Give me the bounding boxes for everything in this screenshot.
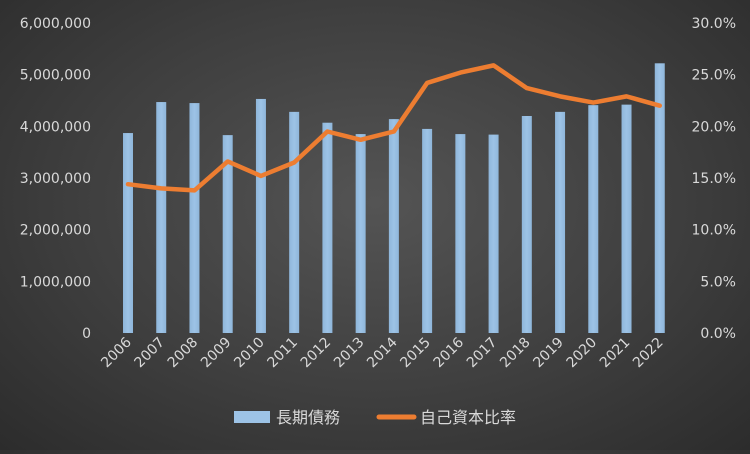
legend-label-bar: 長期債務 bbox=[276, 408, 340, 427]
x-tick-label: 2008 bbox=[165, 335, 202, 372]
bar-2020 bbox=[588, 105, 598, 333]
x-tick-label: 2009 bbox=[198, 335, 235, 372]
left-tick-label: 3,000,000 bbox=[20, 171, 91, 187]
bar-2014 bbox=[389, 119, 399, 333]
right-tick-label: 0.0% bbox=[700, 326, 736, 342]
x-tick-label: 2013 bbox=[331, 335, 368, 372]
right-tick-label: 15.0% bbox=[692, 171, 736, 187]
legend: 長期債務 自己資本比率 bbox=[234, 408, 516, 427]
x-tick-label: 2016 bbox=[431, 334, 468, 371]
bar-2010 bbox=[256, 99, 266, 333]
left-tick-label: 0 bbox=[82, 326, 91, 342]
x-tick-label: 2017 bbox=[464, 335, 501, 372]
left-tick-label: 4,000,000 bbox=[20, 119, 91, 135]
left-axis-labels: 0 1,000,000 2,000,000 3,000,000 4,000,000 5,0… bbox=[20, 16, 91, 342]
right-tick-label: 20.0% bbox=[692, 119, 736, 135]
bar-2016 bbox=[455, 134, 465, 333]
legend-label-line: 自己資本比率 bbox=[420, 408, 516, 427]
x-tick-label: 2011 bbox=[264, 335, 301, 372]
right-tick-label: 5.0% bbox=[700, 274, 736, 290]
left-tick-label: 2,000,000 bbox=[20, 223, 91, 239]
bar-2013 bbox=[356, 134, 366, 333]
bar-2018 bbox=[522, 116, 532, 333]
bar-2019 bbox=[555, 112, 565, 333]
right-tick-label: 10.0% bbox=[692, 223, 736, 239]
legend-swatch-bar bbox=[234, 411, 270, 423]
x-axis-labels: 2006200720082009201020112012201320142015… bbox=[98, 334, 666, 371]
bar-2011 bbox=[289, 112, 299, 333]
right-tick-label: 25.0% bbox=[692, 68, 736, 84]
bar-2015 bbox=[422, 129, 432, 333]
x-tick-label: 2012 bbox=[298, 335, 335, 372]
bar-2008 bbox=[189, 103, 199, 333]
bar-2021 bbox=[622, 105, 632, 333]
bar-2007 bbox=[156, 102, 166, 333]
x-tick-label: 2007 bbox=[132, 335, 169, 372]
right-tick-label: 30.0% bbox=[692, 16, 736, 32]
left-tick-label: 1,000,000 bbox=[20, 274, 91, 290]
x-tick-label: 2018 bbox=[497, 335, 534, 372]
x-tick-label: 2015 bbox=[397, 335, 434, 372]
bar-2006 bbox=[123, 133, 133, 333]
x-tick-label: 2010 bbox=[231, 335, 268, 372]
x-tick-label: 2021 bbox=[597, 335, 634, 372]
x-tick-label: 2019 bbox=[530, 335, 567, 372]
right-axis-labels: 0.0% 5.0% 10.0% 15.0% 20.0% 25.0% 30.0% bbox=[692, 16, 736, 342]
x-tick-label: 2020 bbox=[564, 335, 601, 372]
bar-2012 bbox=[322, 123, 332, 333]
bar-series-group bbox=[123, 63, 665, 333]
x-tick-label: 2014 bbox=[364, 334, 401, 371]
x-tick-label: 2022 bbox=[630, 335, 667, 372]
bar-2017 bbox=[489, 135, 499, 333]
x-tick-label: 2006 bbox=[98, 334, 135, 371]
left-tick-label: 5,000,000 bbox=[20, 68, 91, 84]
left-tick-label: 6,000,000 bbox=[20, 16, 91, 32]
